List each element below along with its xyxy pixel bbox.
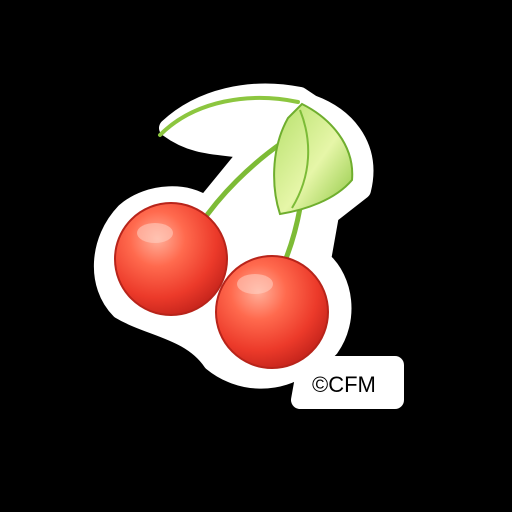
copyright-text: ©CFM xyxy=(312,372,376,397)
cherry-right xyxy=(215,255,329,369)
leaf-icon xyxy=(273,102,354,216)
stem-arc xyxy=(158,96,300,137)
cherry-left xyxy=(114,202,228,316)
